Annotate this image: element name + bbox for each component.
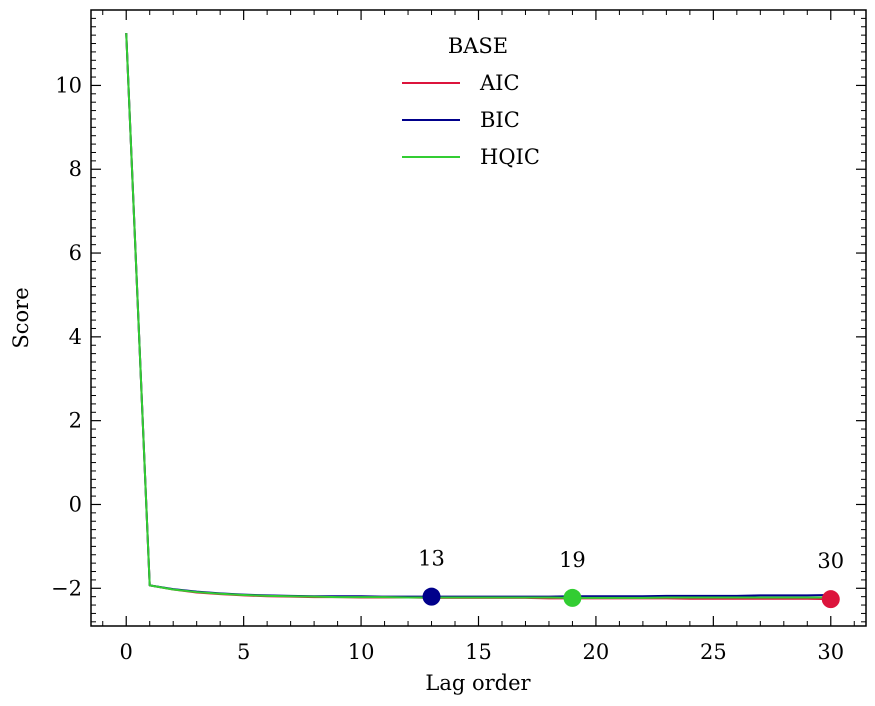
y-tick-label: 2 bbox=[69, 409, 82, 433]
y-tick-label: 10 bbox=[55, 73, 82, 97]
marker-hqic bbox=[563, 588, 582, 607]
x-tick-label: 0 bbox=[120, 640, 133, 664]
annotation-label-bic: 13 bbox=[418, 547, 445, 571]
y-tick-label: 8 bbox=[69, 157, 82, 181]
annotation-label-aic: 30 bbox=[817, 549, 844, 573]
y-tick-label: 6 bbox=[69, 241, 82, 265]
series-line-hqic bbox=[125, 33, 831, 599]
marker-aic bbox=[821, 590, 840, 609]
annotation-label-hqic: 19 bbox=[559, 548, 586, 572]
y-tick-label: 4 bbox=[69, 325, 82, 349]
x-axis-label: Lag order bbox=[425, 671, 531, 695]
legend-label-hqic: HQIC bbox=[480, 145, 540, 169]
legend-label-bic: BIC bbox=[480, 108, 520, 132]
legend-label-aic: AIC bbox=[479, 71, 520, 95]
y-tick-label: 0 bbox=[69, 492, 82, 516]
x-tick-label: 10 bbox=[348, 640, 375, 664]
x-tick-label: 5 bbox=[237, 640, 250, 664]
x-tick-label: 30 bbox=[817, 640, 844, 664]
marker-bic bbox=[422, 587, 441, 606]
legend-title: BASE bbox=[448, 34, 508, 58]
x-tick-label: 25 bbox=[700, 640, 727, 664]
y-tick-label: −2 bbox=[51, 576, 82, 600]
x-tick-label: 20 bbox=[583, 640, 610, 664]
x-tick-label: 15 bbox=[465, 640, 492, 664]
legend: BASE AIC BIC HQIC bbox=[402, 34, 540, 169]
y-axis-label: Score bbox=[9, 287, 33, 348]
